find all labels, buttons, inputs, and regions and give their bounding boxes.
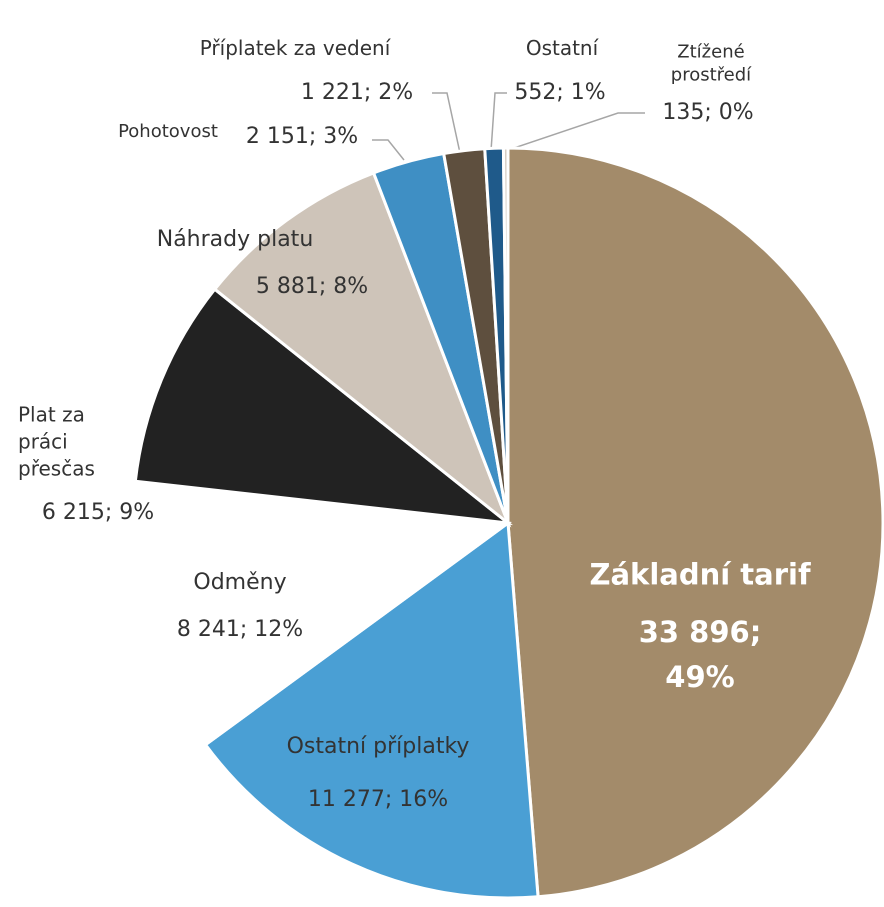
- slice-label: Ostatní: [525, 36, 599, 60]
- pie-slice: [133, 287, 514, 526]
- pie-slice: [131, 479, 512, 747]
- leader-line: [372, 139, 405, 161]
- leader-line: [432, 92, 461, 154]
- data-label: 2 151; 3%: [245, 123, 359, 149]
- data-label: 6 215; 9%: [41, 499, 155, 525]
- data-label: 135; 0%: [662, 99, 754, 125]
- slice-label: Příplatek za vedení: [199, 36, 391, 60]
- leader-line: [490, 92, 507, 152]
- pie-slice: [506, 146, 884, 899]
- data-label: 5 881; 8%: [255, 273, 369, 299]
- slice-label: Ostatní příplatky: [286, 733, 470, 759]
- data-label: 1 221; 2%: [300, 79, 414, 105]
- slice-label: Odměny: [193, 569, 287, 595]
- pie-slice: [203, 520, 540, 900]
- data-label: 33 896; 49%: [638, 615, 762, 694]
- slice-label: Základní tarif: [589, 557, 811, 592]
- leader-line: [507, 112, 645, 151]
- pie-slice: [501, 146, 510, 524]
- data-label: 8 241; 12%: [176, 616, 304, 642]
- data-label: 552; 1%: [514, 79, 606, 105]
- pie-slice: [212, 170, 512, 528]
- data-label: 11 277; 16%: [307, 786, 449, 812]
- slice-label: Ztížené prostředí: [670, 41, 752, 86]
- leader-lines: [372, 92, 645, 161]
- slice-label: Plat za práci přesčas: [18, 402, 95, 481]
- slice-label: Pohotovost: [118, 121, 218, 143]
- slice-label: Náhrady platu: [156, 226, 314, 252]
